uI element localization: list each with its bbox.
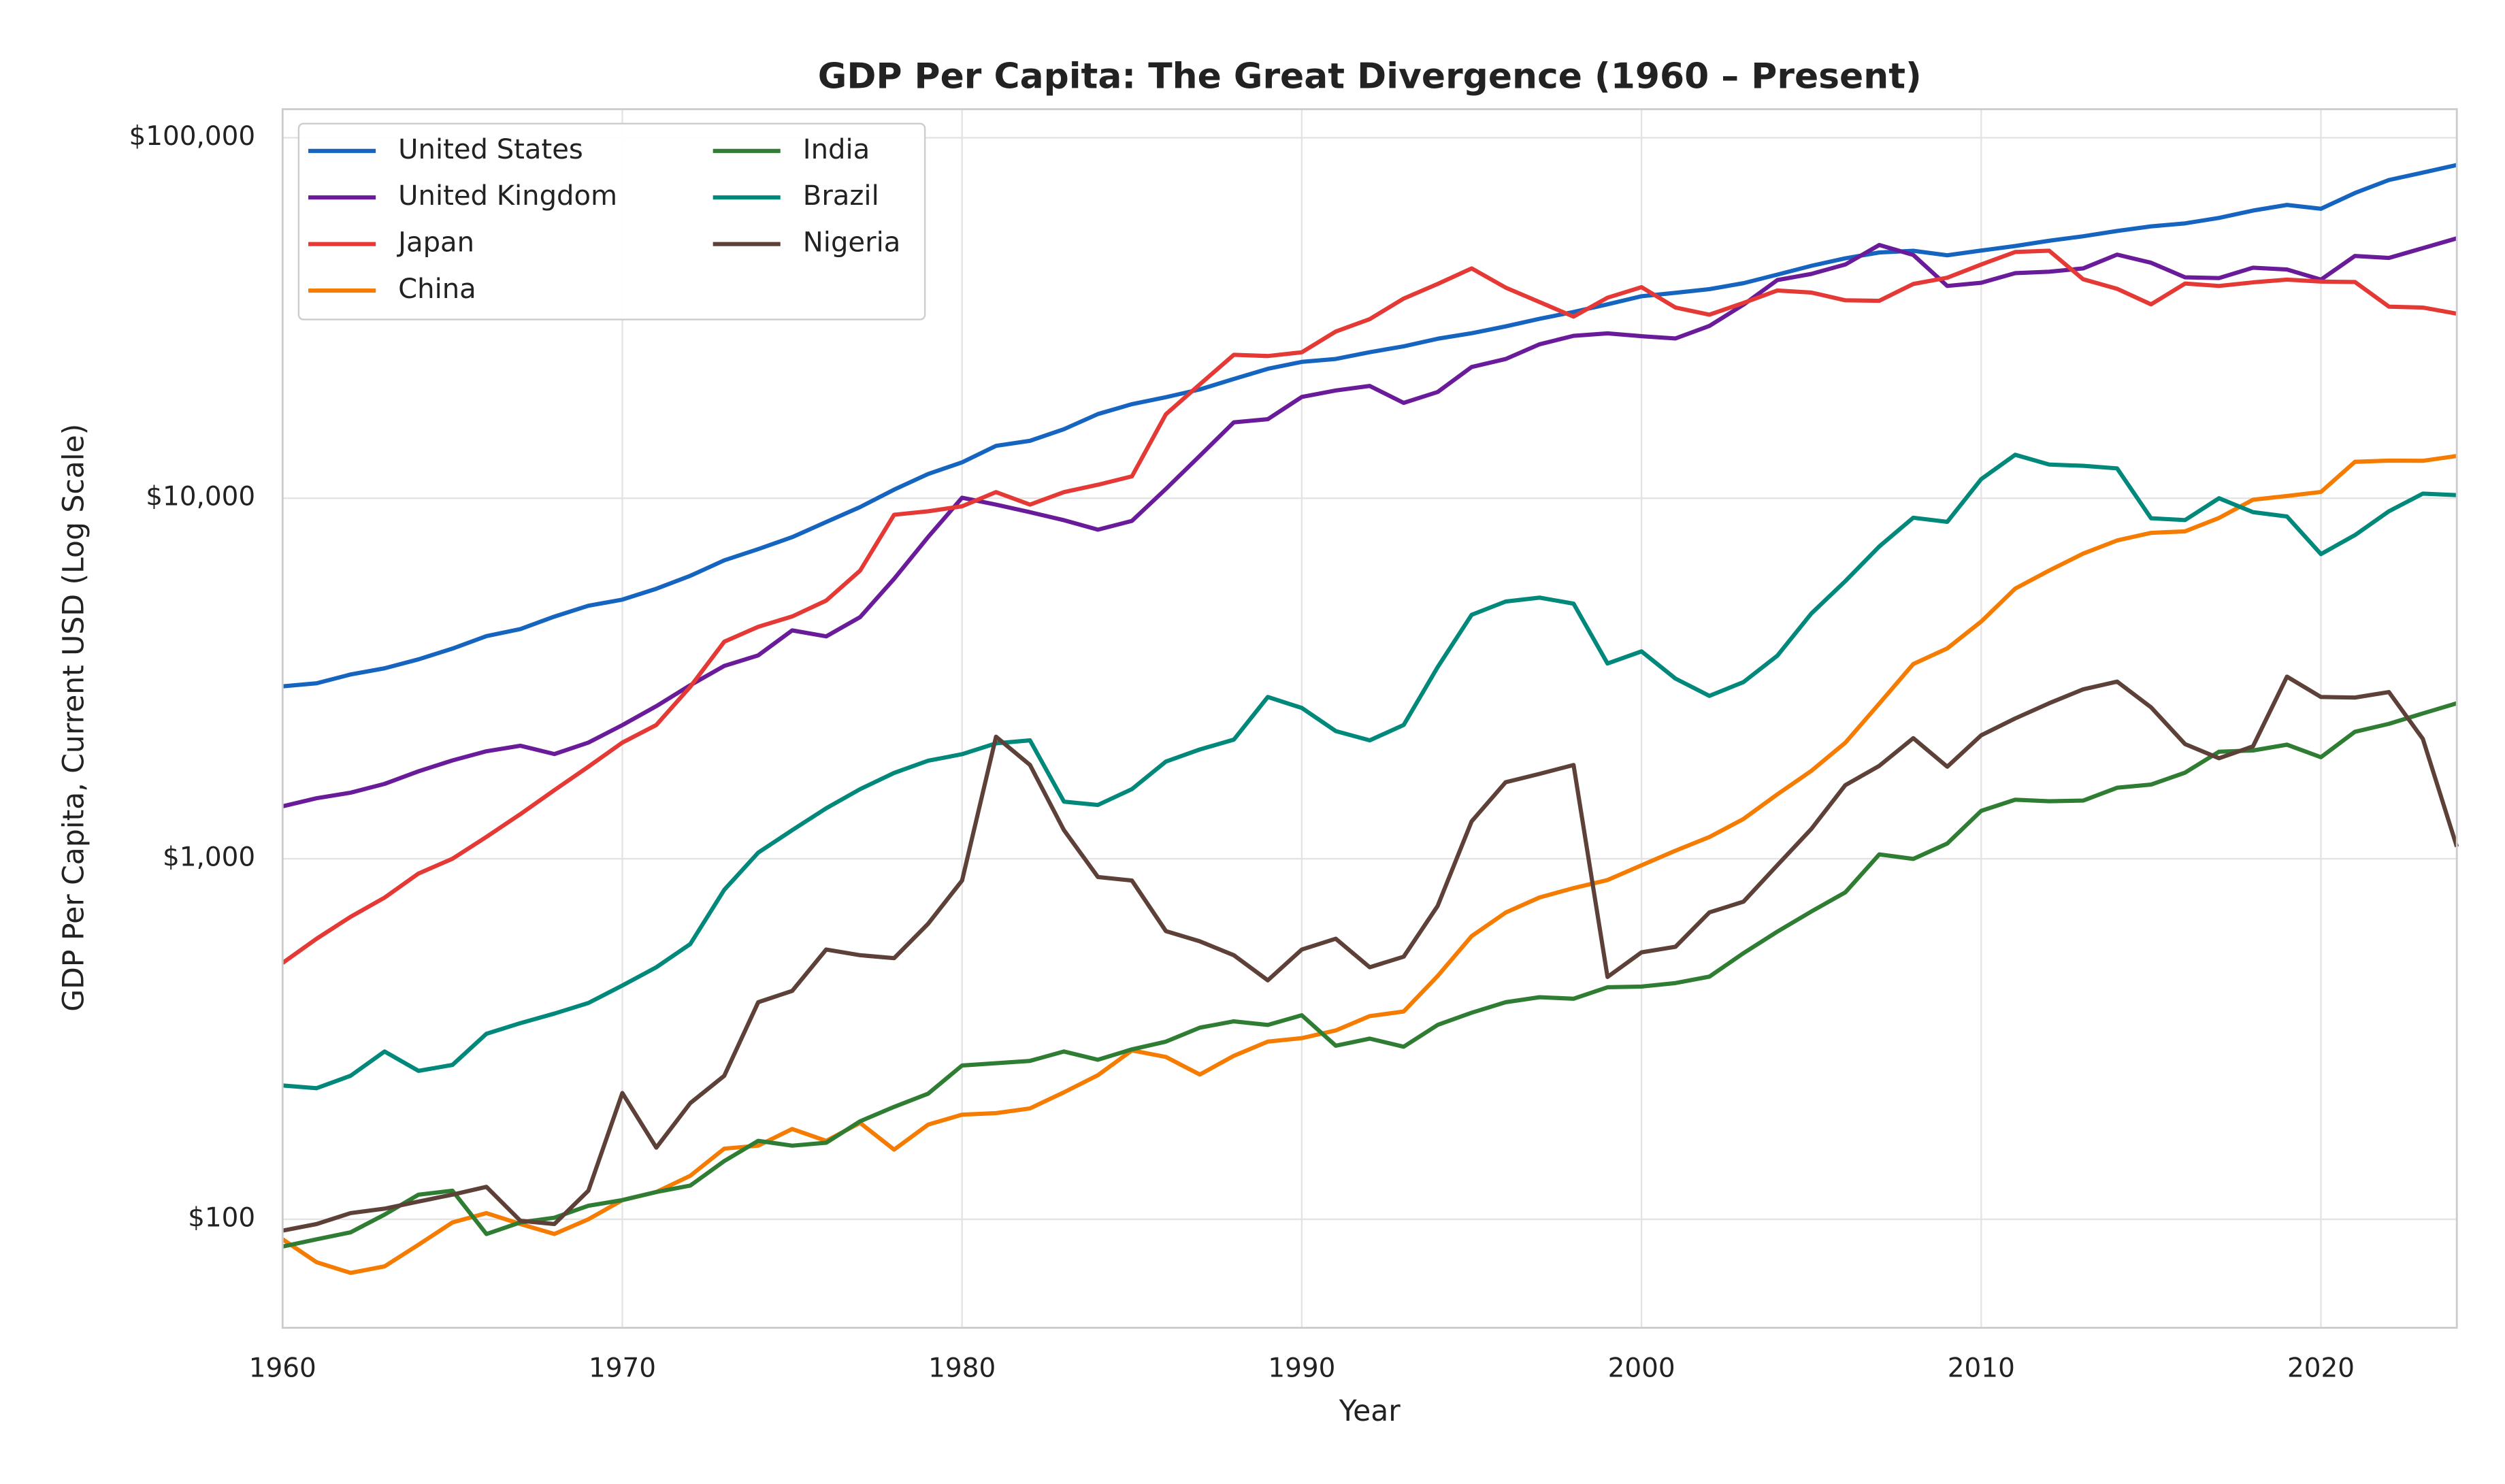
series-line bbox=[282, 674, 2459, 1233]
y-axis-label: GDP Per Capita, Current USD (Log Scale) bbox=[57, 424, 91, 1012]
x-tick-label: 1960 bbox=[249, 1353, 316, 1383]
series-line bbox=[282, 701, 2458, 1249]
x-tick-label: 1980 bbox=[928, 1353, 996, 1383]
plot-frame bbox=[281, 108, 2458, 1329]
series-line bbox=[281, 248, 2457, 965]
legend: United States United Kingdom Japan China Ind… bbox=[297, 122, 926, 320]
y-tick-label: $100,000 bbox=[129, 121, 255, 152]
legend-label: Nigeria bbox=[803, 227, 901, 259]
legend-label: Japan bbox=[396, 227, 474, 259]
x-tick-label: 1970 bbox=[589, 1353, 656, 1383]
legend-label: Brazil bbox=[803, 180, 879, 212]
grid bbox=[282, 109, 2457, 1328]
chart-title: GDP Per Capita: The Great Divergence (19… bbox=[818, 56, 1922, 97]
x-tick-label: 1990 bbox=[1268, 1353, 1335, 1383]
y-tick-label: $100 bbox=[188, 1202, 255, 1233]
x-axis-label: Year bbox=[1339, 1395, 1401, 1428]
series-line bbox=[282, 452, 2457, 1091]
series-line bbox=[282, 163, 2457, 689]
legend-label: China bbox=[398, 274, 476, 305]
y-tick-label: $10,000 bbox=[146, 482, 255, 512]
legend-label: United States bbox=[398, 134, 583, 165]
legend-label: India bbox=[803, 134, 870, 165]
x-tick-label: 2000 bbox=[1608, 1353, 1675, 1383]
x-tick-label: 2010 bbox=[1948, 1353, 2015, 1383]
legend-label: United Kingdom bbox=[398, 180, 617, 212]
plot-lines bbox=[281, 163, 2459, 1275]
legend-box bbox=[297, 122, 926, 320]
series-line bbox=[282, 236, 2458, 808]
x-tick-label: 2020 bbox=[2287, 1353, 2355, 1383]
ticks: $100 $1,000 $10,000 $100,000 1960 1970 1980 199… bbox=[129, 121, 2355, 1383]
y-tick-label: $1,000 bbox=[163, 842, 255, 873]
